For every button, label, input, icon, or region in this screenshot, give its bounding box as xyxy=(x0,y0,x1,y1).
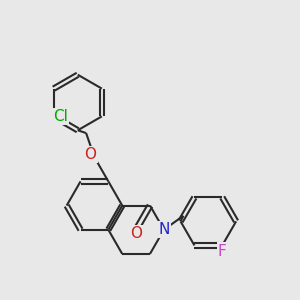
Text: F: F xyxy=(218,244,226,259)
Text: O: O xyxy=(130,226,142,242)
Text: N: N xyxy=(158,222,169,237)
Text: Cl: Cl xyxy=(53,109,68,124)
Text: O: O xyxy=(84,147,96,162)
